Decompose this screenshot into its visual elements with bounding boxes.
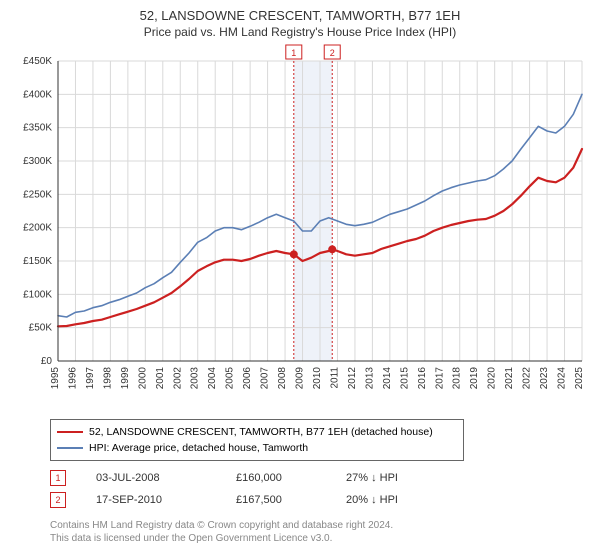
footer-line1: Contains HM Land Registry data © Crown c…: [50, 519, 590, 532]
svg-text:2008: 2008: [277, 367, 288, 390]
svg-text:2004: 2004: [207, 367, 218, 390]
sale-marker-1: 1: [50, 470, 66, 486]
svg-text:1996: 1996: [67, 367, 78, 390]
svg-text:£350K: £350K: [23, 123, 52, 134]
sale-date-1: 03-JUL-2008: [96, 472, 206, 484]
svg-text:2011: 2011: [329, 367, 340, 389]
svg-text:2019: 2019: [469, 367, 480, 390]
svg-text:2012: 2012: [347, 367, 358, 390]
svg-text:1998: 1998: [102, 367, 113, 390]
svg-text:£400K: £400K: [23, 89, 52, 100]
title-line1: 52, LANSDOWNE CRESCENT, TAMWORTH, B77 1E…: [10, 8, 590, 23]
sale-marker-2-label: 2: [55, 495, 60, 505]
sale-marker-2: 2: [50, 492, 66, 508]
svg-text:1995: 1995: [50, 367, 61, 390]
svg-text:1999: 1999: [120, 367, 131, 390]
svg-text:2010: 2010: [312, 367, 323, 390]
legend-box: 52, LANSDOWNE CRESCENT, TAMWORTH, B77 1E…: [50, 419, 464, 461]
svg-text:2014: 2014: [382, 367, 393, 390]
svg-text:2015: 2015: [399, 367, 410, 390]
svg-text:£250K: £250K: [23, 189, 52, 200]
svg-text:2023: 2023: [539, 367, 550, 390]
svg-text:2005: 2005: [225, 367, 236, 390]
svg-text:2024: 2024: [557, 367, 568, 390]
sale-hpi-1: 27% ↓ HPI: [346, 472, 446, 484]
sale-hpi-2: 20% ↓ HPI: [346, 494, 446, 506]
sale-date-2: 17-SEP-2010: [96, 494, 206, 506]
sale-price-2: £167,500: [236, 494, 316, 506]
legend-row-2: HPI: Average price, detached house, Tamw…: [57, 440, 457, 456]
svg-text:£50K: £50K: [29, 323, 53, 334]
svg-text:2009: 2009: [295, 367, 306, 390]
chart-area: £0 £50K £100K £150K £200K £250K £300K £350K £400…: [10, 43, 590, 413]
title-block: 52, LANSDOWNE CRESCENT, TAMWORTH, B77 1E…: [10, 8, 590, 39]
chart-svg: £0 £50K £100K £150K £200K £250K £300K £350K £400…: [10, 43, 590, 413]
legend-swatch-1: [57, 431, 83, 434]
svg-text:2001: 2001: [155, 367, 166, 390]
svg-text:£300K: £300K: [23, 156, 52, 167]
legend-label-1: 52, LANSDOWNE CRESCENT, TAMWORTH, B77 1E…: [89, 426, 433, 438]
sale-price-1: £160,000: [236, 472, 316, 484]
legend-swatch-2: [57, 447, 83, 449]
svg-text:2016: 2016: [417, 367, 428, 390]
sale-row-2: 2 17-SEP-2010 £167,500 20% ↓ HPI: [50, 489, 590, 511]
svg-text:2: 2: [330, 48, 335, 58]
footer-line2: This data is licensed under the Open Gov…: [50, 532, 590, 545]
svg-text:2007: 2007: [260, 367, 271, 390]
svg-text:£150K: £150K: [23, 256, 52, 267]
svg-text:2018: 2018: [452, 367, 463, 390]
legend-label-2: HPI: Average price, detached house, Tamw…: [89, 442, 308, 454]
title-line2: Price paid vs. HM Land Registry's House …: [10, 25, 590, 39]
svg-text:2002: 2002: [172, 367, 183, 390]
legend-row-1: 52, LANSDOWNE CRESCENT, TAMWORTH, B77 1E…: [57, 424, 457, 440]
svg-text:2022: 2022: [522, 367, 533, 390]
svg-text:2020: 2020: [487, 367, 498, 390]
svg-text:2025: 2025: [574, 367, 585, 390]
svg-text:1997: 1997: [85, 367, 96, 390]
svg-text:£0: £0: [41, 356, 53, 367]
sale-marker-1-label: 1: [55, 473, 60, 483]
svg-text:£450K: £450K: [23, 56, 52, 67]
svg-text:£200K: £200K: [23, 223, 52, 234]
svg-text:2000: 2000: [137, 367, 148, 390]
chart-container: 52, LANSDOWNE CRESCENT, TAMWORTH, B77 1E…: [0, 0, 600, 551]
svg-text:2021: 2021: [504, 367, 515, 390]
sale-row-1: 1 03-JUL-2008 £160,000 27% ↓ HPI: [50, 467, 590, 489]
svg-text:2006: 2006: [242, 367, 253, 390]
svg-text:2003: 2003: [190, 367, 201, 390]
svg-text:2013: 2013: [364, 367, 375, 390]
sales-table: 1 03-JUL-2008 £160,000 27% ↓ HPI 2 17-SE…: [50, 467, 590, 511]
svg-text:£100K: £100K: [23, 289, 52, 300]
svg-text:1: 1: [291, 48, 296, 58]
svg-text:2017: 2017: [434, 367, 445, 390]
footer-note: Contains HM Land Registry data © Crown c…: [50, 519, 590, 545]
